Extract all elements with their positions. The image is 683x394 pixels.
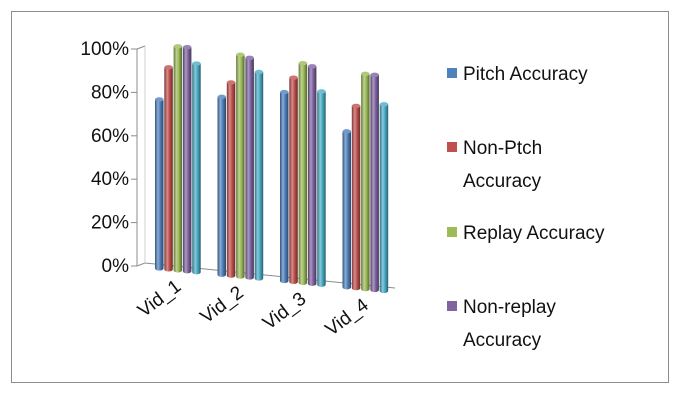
x-tick-label: Vid_1: [134, 276, 185, 322]
bar-top: [245, 55, 254, 61]
bar: [280, 89, 289, 284]
bar: [289, 75, 298, 285]
bar-body: [361, 73, 370, 292]
legend-item: Pitch Accuracy: [447, 64, 588, 85]
bar: [226, 80, 236, 278]
bar-top: [342, 129, 351, 134]
bar-top: [351, 103, 361, 109]
chart-frame: 0% 20% 40% 60% 80% 100% Vid_1 Vid_2 Vid_3 Vid_4 …: [11, 11, 669, 383]
bar-top: [164, 65, 173, 70]
bar-body: [379, 104, 389, 294]
legend-swatch: [447, 68, 457, 78]
bar-body: [370, 74, 379, 293]
legend-swatch: [447, 301, 457, 311]
y-axis-tick-labels: 0% 20% 40% 60% 80% 100%: [80, 39, 129, 277]
bar-body: [298, 63, 308, 285]
bar-body: [307, 66, 317, 286]
bar: [379, 102, 389, 294]
bar-top: [192, 61, 201, 66]
bar: [254, 69, 264, 281]
legend-label: Accuracy: [463, 171, 542, 192]
legend-item: Replay Accuracy: [447, 223, 605, 244]
bar-top: [317, 89, 326, 94]
bar-top: [236, 52, 245, 57]
bar: [192, 61, 201, 275]
bars: [155, 44, 389, 294]
bar-body: [236, 54, 245, 279]
bar: [164, 65, 173, 272]
bar: [236, 52, 245, 279]
bar: [298, 60, 308, 285]
legend-label: Non-Ptch: [463, 138, 542, 159]
bar-top: [217, 94, 226, 100]
bar-top: [289, 75, 298, 80]
bar-body: [164, 67, 173, 272]
bar: [342, 129, 351, 290]
bar-top: [379, 102, 389, 107]
legend-item: Non-replay Accuracy: [447, 297, 556, 351]
bar-body: [280, 92, 289, 284]
bar-top: [298, 60, 308, 66]
bar-top: [280, 89, 289, 95]
bar: [370, 72, 379, 293]
bar-top: [370, 72, 379, 77]
bar: [155, 97, 164, 271]
bar-top: [254, 69, 264, 75]
legend-label: Pitch Accuracy: [463, 64, 588, 85]
bar-body: [173, 46, 183, 273]
y-tick-label: 20%: [91, 213, 129, 234]
bar: [245, 55, 254, 280]
bar-top: [361, 71, 370, 77]
legend: Pitch Accuracy Non-Ptch Accuracy Replay Acc…: [447, 64, 605, 351]
chart-svg: 0%20%40%60%80%100% Vid_1 Vid_2 Vid_3 Vid_4 …: [80, 39, 605, 351]
legend-label: Accuracy: [463, 330, 542, 351]
bar-body: [155, 99, 164, 271]
legend-label: Non-replay: [463, 297, 556, 318]
bar: [351, 103, 361, 291]
bar: [182, 45, 192, 274]
floor-edge: [136, 262, 146, 267]
x-tick-label: Vid_3: [259, 288, 310, 334]
bar: [317, 89, 326, 287]
bar-body: [245, 57, 254, 280]
bar: [361, 71, 370, 292]
x-tick-label: Vid_4: [322, 294, 374, 340]
y-axis-line: [136, 45, 146, 50]
bar-body: [217, 96, 226, 277]
bar-body: [254, 71, 264, 281]
bar: [217, 94, 226, 277]
legend-swatch: [447, 142, 457, 152]
bar-body: [289, 77, 298, 285]
bar-body: [342, 131, 351, 290]
y-tick-label: 100%: [80, 39, 129, 60]
y-tick-label: 40%: [91, 169, 129, 190]
bar-body: [351, 105, 361, 291]
bar-body: [226, 82, 236, 278]
bar-body: [317, 91, 326, 287]
bar-body: [182, 47, 192, 274]
bar-top: [226, 80, 236, 85]
y-tick-label: 0%: [102, 256, 130, 277]
x-tick-label: Vid_2: [197, 282, 248, 328]
bar-top: [173, 44, 183, 49]
legend-item: Non-Ptch Accuracy: [447, 138, 542, 192]
legend-swatch: [447, 227, 457, 237]
bar-top: [307, 64, 317, 69]
bar: [173, 44, 183, 273]
legend-label: Replay Accuracy: [463, 223, 605, 244]
bar-top: [182, 45, 192, 50]
bar-body: [192, 63, 201, 275]
bar-top: [155, 97, 164, 102]
x-axis-tick-labels: Vid_1 Vid_2 Vid_3 Vid_4: [134, 276, 373, 341]
bar: [307, 64, 317, 286]
y-tick-label: 80%: [91, 82, 129, 103]
y-tick-label: 60%: [91, 126, 129, 147]
